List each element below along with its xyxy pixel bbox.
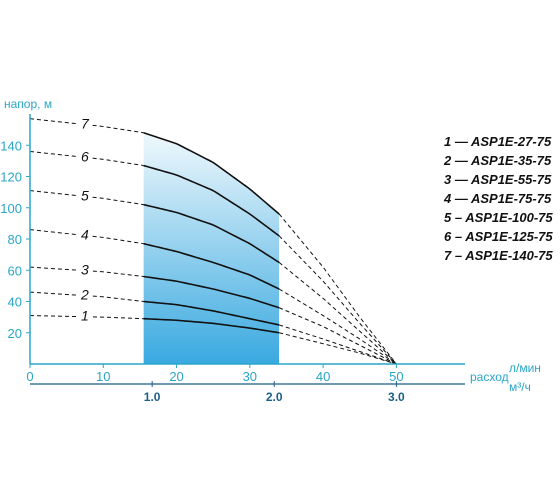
curve-5-label-bg (77, 186, 92, 203)
y-axis-title: напор, м (4, 97, 52, 111)
curve-7-dashed-right (278, 213, 397, 365)
legend-entry: 3 — ASP1E-55-75 (444, 172, 552, 187)
curve-6-label: 6 (81, 148, 89, 164)
curve-5-label: 5 (81, 187, 89, 203)
curve-2-solid (143, 300, 280, 326)
curve-5-solid (143, 203, 280, 264)
curve-3-label-bg (77, 260, 92, 277)
curve-7-label: 7 (81, 116, 90, 132)
curve-6-label-bg (77, 147, 92, 164)
x-tick-label: 40 (316, 369, 330, 384)
x2-tick-label: 3.0 (388, 390, 405, 404)
y-tick-label: 20 (8, 326, 22, 341)
legend-entry: 5 – ASP1E-100-75 (444, 210, 553, 225)
curve-3-solid (143, 275, 280, 309)
curve-3-label: 3 (81, 262, 89, 278)
x2-tick-label: 2.0 (266, 390, 283, 404)
curve-labels-layer: 1 2 3 4 5 6 7 (77, 114, 92, 324)
legend-entry: 1 — ASP1E-27-75 (444, 134, 552, 149)
working-range-area (143, 132, 280, 364)
x-axis-unit-top: л/мин (509, 361, 541, 375)
curve-7-label-bg (77, 114, 92, 131)
curve-1-solid (143, 317, 280, 334)
legend-entry: 7 – ASP1E-140-75 (444, 248, 553, 263)
curve-4-label: 4 (81, 226, 89, 242)
y-tick-label: 80 (8, 232, 22, 247)
curve-2-label-bg (77, 285, 92, 302)
curve-4-dashed-right (278, 288, 397, 365)
curve-6-dashed-right (278, 235, 397, 365)
y-tick-label: 140 (0, 138, 22, 153)
legend-entry: 2 — ASP1E-35-75 (443, 153, 552, 168)
curve-1-label-bg (77, 306, 92, 323)
legend-entry: 6 – ASP1E-125-75 (444, 229, 553, 244)
curve-4-label-bg (77, 225, 92, 242)
y-tick-label: 100 (0, 201, 22, 216)
x-tick-label: 20 (169, 369, 183, 384)
y-tick-label: 60 (8, 263, 22, 278)
y-tick-label: 40 (8, 295, 22, 310)
x-tick-label: 50 (389, 369, 403, 384)
x-tick-label: 0 (26, 369, 33, 384)
curve-1-label: 1 (81, 308, 89, 324)
legend: 1 — ASP1E-27-75 2 — ASP1E-35-75 3 — ASP1E-… (443, 134, 553, 263)
x2-tick-label: 1.0 (144, 390, 161, 404)
curve-5-dashed-right (278, 262, 397, 365)
legend-entry: 4 — ASP1E-75-75 (443, 191, 552, 206)
curve-7-solid (143, 131, 280, 215)
x-axis-title: расход (470, 370, 509, 384)
x-tick-label: 30 (243, 369, 257, 384)
y-tick-label: 120 (0, 170, 22, 185)
x-axis-unit-bottom: м³/ч (509, 380, 531, 394)
curve-6-solid (143, 164, 280, 237)
ticks-layer: 20 40 60 80 100 120 140 0 10 20 30 40 50 1.0 2.0 3.0 (0, 138, 405, 404)
x-tick-label: 10 (96, 369, 110, 384)
curve-2-label: 2 (80, 287, 89, 303)
curve-4-solid (143, 242, 280, 290)
curve-3-dashed-right (278, 307, 397, 365)
curve-1-dashed-right (279, 332, 397, 365)
